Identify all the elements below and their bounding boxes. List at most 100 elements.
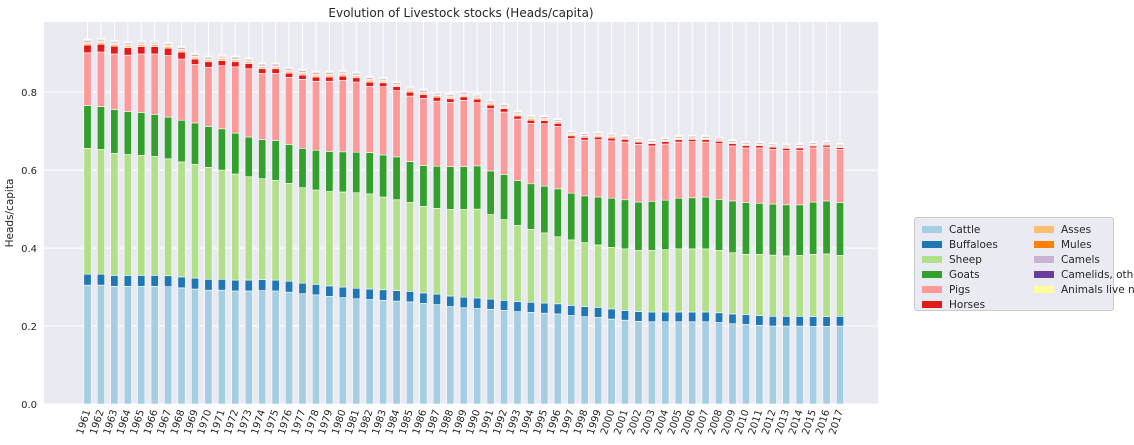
bar-segment-pigs <box>486 108 495 172</box>
bar-segment-horses <box>164 47 173 56</box>
bar-segment-animals-live-nes <box>191 52 199 55</box>
bar-segment-horses <box>432 96 441 102</box>
bar-segment-pigs <box>338 80 347 153</box>
bar-segment-goats <box>258 139 267 179</box>
bar-segment-horses <box>446 98 455 103</box>
bar-segment-sheep <box>96 149 105 275</box>
bar-segment-pigs <box>379 86 388 156</box>
bar-segment-sheep <box>634 250 643 312</box>
bar-segment-sheep <box>231 173 240 281</box>
bar-segment-buffaloes <box>715 312 724 323</box>
legend-label: Cattle <box>949 223 981 236</box>
chart-legend: Cattle Buffaloes Sheep Goats Pigs Horses Asses… <box>914 217 1134 311</box>
bar-segment-sheep <box>540 232 549 304</box>
bar-segment-sheep <box>177 161 186 278</box>
bar-segment-animals-live-nes <box>432 91 441 93</box>
bar-segment-animals-live-nes <box>419 88 428 91</box>
bar-segment-animals-live-nes <box>137 40 146 42</box>
legend-swatch <box>1034 286 1054 293</box>
bar-segment-pigs <box>795 149 804 206</box>
bar-segment-horses <box>701 139 710 143</box>
bar-segment-buffaloes <box>137 275 146 287</box>
bar-segment-sheep <box>150 156 159 276</box>
legend-label: Goats <box>949 268 980 281</box>
bar-segment-buffaloes <box>594 307 603 318</box>
bar-segment-buffaloes <box>311 284 320 296</box>
bar-segment-pigs <box>285 77 294 145</box>
bar-segment-animals-live-nes <box>298 68 307 71</box>
bar-segment-goats <box>83 105 92 149</box>
bars <box>83 38 844 405</box>
bar-segment-animals-live-nes <box>217 54 226 56</box>
bar-segment-sheep <box>701 248 710 313</box>
bar-segment-animals-live-nes <box>674 135 683 137</box>
bar-segment-pigs <box>325 80 334 152</box>
bar-segment-goats <box>110 109 119 154</box>
bar-segment-buffaloes <box>755 315 764 326</box>
bar-segment-buffaloes <box>231 279 240 292</box>
bar-segment-horses <box>83 44 92 54</box>
bar-segment-cattle <box>540 312 549 405</box>
bar-segment-sheep <box>432 208 441 295</box>
bar-segment-pigs <box>741 147 750 203</box>
bar-segment-animals-live-nes <box>123 41 132 43</box>
bar-segment-buffaloes <box>244 279 253 292</box>
x-axis-ticks: 1961196219631964196519661967196819691970… <box>75 409 846 437</box>
bar-segment-animals-live-nes <box>473 93 482 95</box>
bar-segment-pigs <box>634 144 643 203</box>
bar-segment-sheep <box>258 178 267 280</box>
bar-segment-pigs <box>594 139 603 198</box>
bar-segment-pigs <box>83 52 92 106</box>
bar-segment-pigs <box>715 143 724 200</box>
bar-segment-sheep <box>473 208 482 299</box>
bar-segment-sheep <box>459 209 468 298</box>
bar-segment-horses <box>338 75 347 81</box>
bar-segment-goats <box>701 196 710 250</box>
bar-segment-animals-live-nes <box>338 70 347 72</box>
bar-segment-buffaloes <box>647 311 656 323</box>
bar-segment-horses <box>419 94 428 99</box>
bar-segment-cattle <box>836 325 844 405</box>
bar-segment-animals-live-nes <box>204 55 213 57</box>
bar-segment-pigs <box>647 145 656 202</box>
bar-segment-pigs <box>540 123 549 187</box>
legend-label: Pigs <box>949 283 971 296</box>
bar-segment-animals-live-nes <box>526 114 535 117</box>
bar-segment-cattle <box>352 298 361 405</box>
bar-segment-pigs <box>728 145 737 202</box>
bar-segment-pigs <box>621 141 629 201</box>
bar-segment-buffaloes <box>379 289 388 301</box>
bar-segment-sheep <box>500 219 509 301</box>
bar-segment-horses <box>459 96 468 101</box>
bar-segment-horses <box>365 81 374 87</box>
legend-swatch <box>1034 271 1054 278</box>
bar-segment-horses <box>715 140 724 144</box>
legend-item: Pigs <box>922 282 1034 297</box>
bar-segment-buffaloes <box>607 308 616 320</box>
legend-swatch <box>922 256 942 263</box>
bar-segment-cattle <box>647 321 656 405</box>
legend-label: Animals live nes <box>1061 283 1134 296</box>
bar-segment-buffaloes <box>446 295 455 307</box>
bar-segment-goats <box>836 202 844 256</box>
bar-segment-pigs <box>567 138 576 194</box>
bar-segment-buffaloes <box>688 311 697 323</box>
bar-segment-pigs <box>580 139 589 197</box>
legend-label: Buffaloes <box>949 238 998 251</box>
bar-segment-pigs <box>661 143 670 201</box>
legend-swatch <box>922 226 942 233</box>
bar-segment-goats <box>594 196 603 246</box>
bar-segment-buffaloes <box>580 306 589 317</box>
bar-segment-pigs <box>137 53 146 113</box>
bar-segment-cattle <box>137 285 146 405</box>
bar-segment-goats <box>674 197 683 250</box>
bar-segment-cattle <box>271 290 280 405</box>
bar-segment-buffaloes <box>486 298 495 310</box>
bar-segment-buffaloes <box>473 297 482 309</box>
bar-segment-cattle <box>177 287 186 405</box>
bar-segment-buffaloes <box>634 311 643 322</box>
bar-segment-horses <box>486 104 495 109</box>
bar-segment-horses <box>311 76 320 82</box>
chart-title: Evolution of Livestock stocks (Heads/cap… <box>328 6 593 20</box>
